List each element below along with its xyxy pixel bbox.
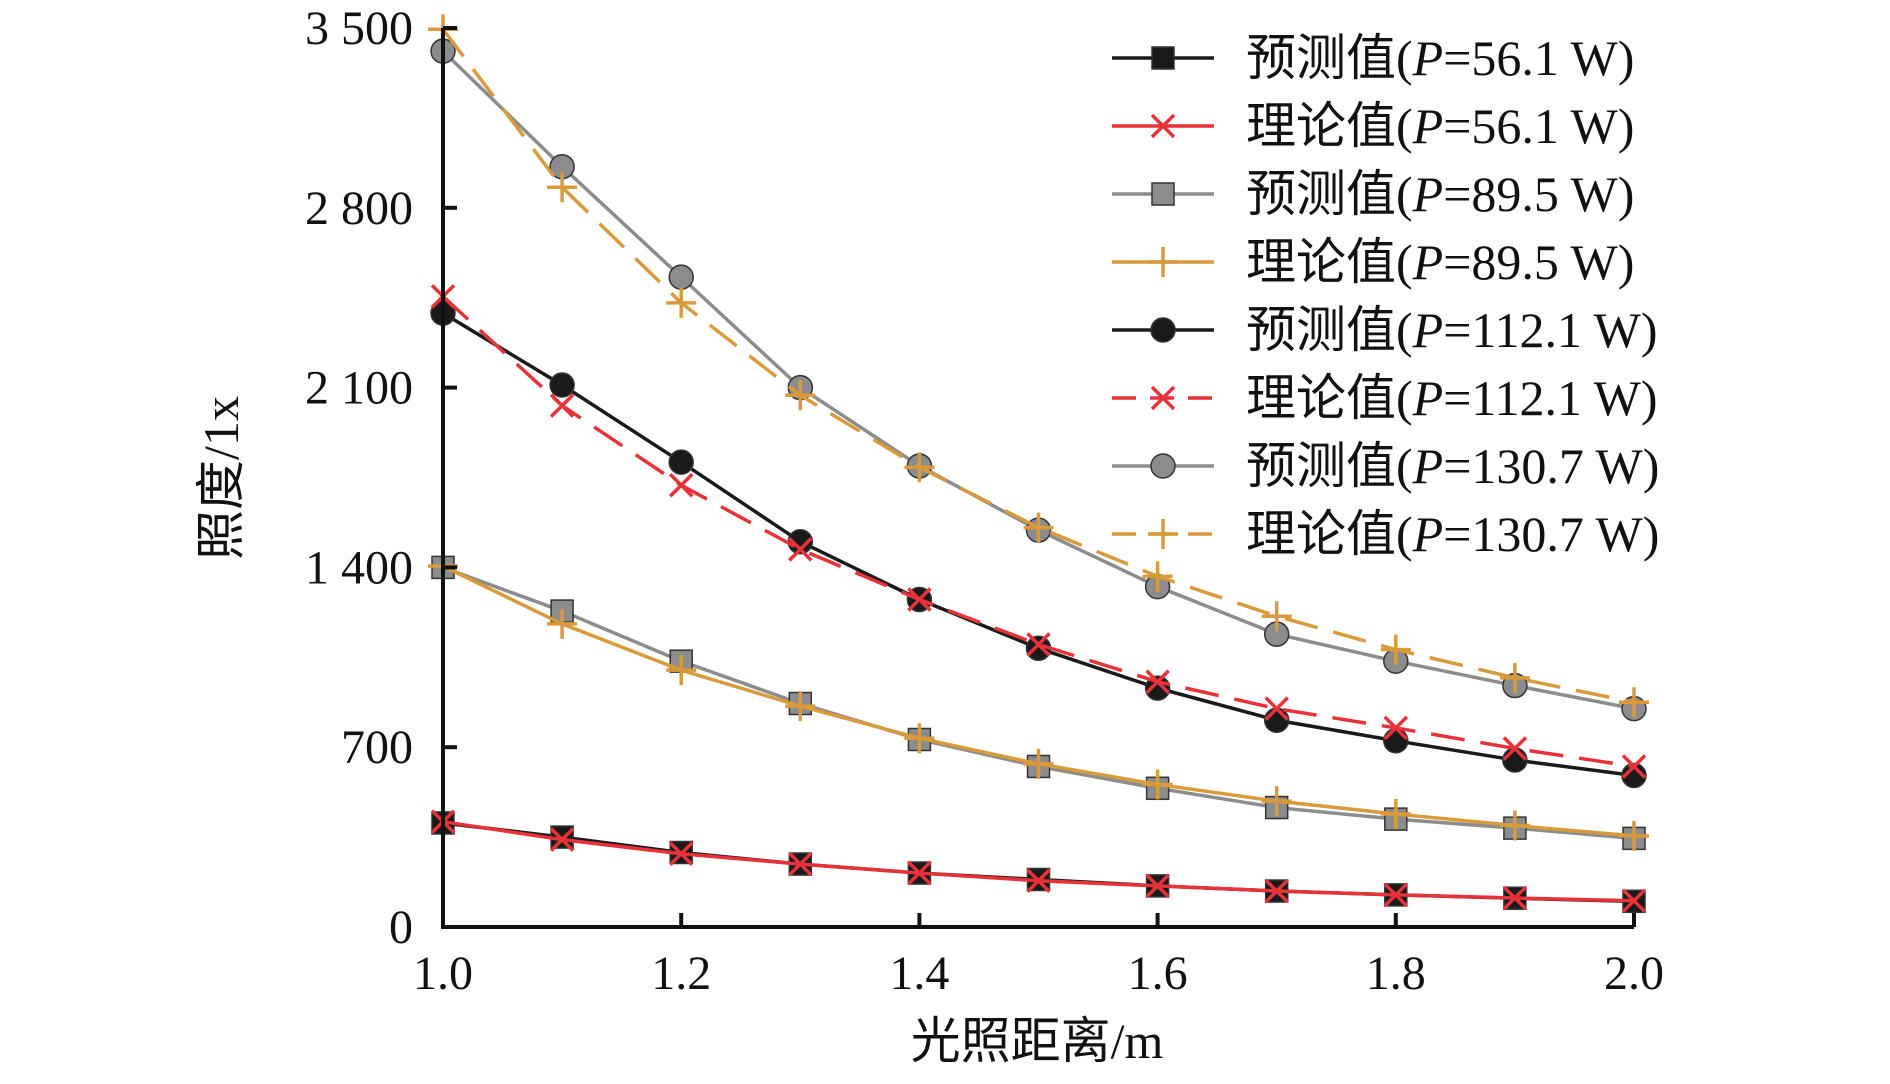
data-point bbox=[1263, 707, 1290, 733]
legend: 预测值(P=56.1 W) 理论值(P=56.1 W) 预测值(P=89.5 W) 理… bbox=[1112, 30, 1659, 562]
data-point bbox=[1619, 687, 1649, 718]
data-point bbox=[904, 452, 935, 483]
data-point bbox=[668, 472, 694, 498]
data-point bbox=[1383, 882, 1409, 908]
data-point bbox=[907, 587, 932, 612]
data-point bbox=[547, 172, 578, 203]
legend-marker bbox=[1148, 247, 1178, 277]
data-point bbox=[1502, 747, 1528, 773]
data-point bbox=[788, 537, 813, 562]
x-tick-label: 1.2 bbox=[651, 947, 711, 1000]
data-point bbox=[1026, 868, 1051, 894]
data-point bbox=[1145, 669, 1170, 694]
legend-marker bbox=[1150, 453, 1176, 479]
x-tick-label: 1.0 bbox=[413, 947, 473, 1000]
data-point bbox=[1383, 715, 1409, 741]
legend-item: 理论值(P=56.1 W) bbox=[1112, 98, 1634, 154]
x-tick-label: 1.8 bbox=[1366, 947, 1426, 1000]
legend-label: 预测值(P=56.1 W) bbox=[1246, 30, 1634, 86]
data-point bbox=[1264, 878, 1289, 904]
data-point bbox=[1023, 748, 1054, 779]
series-6 bbox=[430, 284, 1647, 779]
data-point bbox=[1502, 736, 1528, 761]
data-point bbox=[1026, 632, 1051, 657]
data-point bbox=[1145, 873, 1170, 899]
legend-marker bbox=[1151, 46, 1175, 70]
data-point bbox=[1499, 662, 1530, 693]
data-point bbox=[1142, 769, 1173, 800]
legend-label: 理论值(P=89.5 W) bbox=[1246, 234, 1634, 290]
data-point bbox=[668, 841, 694, 867]
legend-label: 预测值(P=130.7 W) bbox=[1246, 438, 1659, 494]
data-point bbox=[1142, 561, 1173, 592]
series-3 bbox=[431, 555, 1646, 851]
series-line bbox=[441, 28, 1635, 704]
legend-item: 理论值(P=112.1 W) bbox=[1112, 370, 1658, 426]
legend-item: 理论值(P=130.7 W) bbox=[1112, 506, 1659, 562]
legend-item: 预测值(P=89.5 W) bbox=[1112, 166, 1634, 222]
legend-label: 预测值(P=112.1 W) bbox=[1246, 302, 1658, 358]
legend-marker bbox=[1150, 385, 1176, 411]
series-4 bbox=[428, 551, 1649, 851]
data-point bbox=[1383, 728, 1409, 754]
y-tick-label: 1 400 bbox=[305, 541, 413, 594]
legend-item: 预测值(P=56.1 W) bbox=[1112, 30, 1634, 86]
data-point bbox=[549, 372, 575, 398]
data-point bbox=[1621, 888, 1647, 914]
data-point bbox=[666, 655, 697, 686]
series-line bbox=[441, 295, 1635, 769]
legend-label: 预测值(P=89.5 W) bbox=[1246, 166, 1634, 222]
series-layer bbox=[428, 14, 1649, 914]
data-point bbox=[1380, 798, 1411, 829]
data-point bbox=[1499, 810, 1530, 841]
y-tick-label: 0 bbox=[389, 901, 413, 954]
data-point bbox=[907, 860, 932, 886]
data-point bbox=[788, 851, 813, 877]
data-point bbox=[549, 827, 575, 852]
data-point bbox=[1023, 512, 1054, 543]
legend-label: 理论值(P=112.1 W) bbox=[1246, 370, 1658, 426]
legend-item: 预测值(P=130.7 W) bbox=[1112, 438, 1659, 494]
legend-marker bbox=[1148, 519, 1178, 549]
data-point bbox=[1264, 696, 1289, 721]
legend-marker bbox=[1150, 113, 1176, 139]
series-line bbox=[442, 565, 1635, 841]
y-tick-label: 3 500 bbox=[305, 2, 413, 55]
data-point bbox=[1621, 754, 1647, 779]
x-axis-title: 光照距离/m bbox=[911, 1013, 1164, 1069]
series-8 bbox=[428, 14, 1649, 718]
ticks-layer: 1.0 1.2 1.4 1.6 1.8 2.0 0 700 1 400 2 100 2 800 3 5… bbox=[305, 2, 1664, 1000]
data-point bbox=[668, 264, 694, 290]
data-point bbox=[549, 393, 575, 418]
legend-item: 理论值(P=89.5 W) bbox=[1112, 234, 1634, 290]
legend-label: 理论值(P=56.1 W) bbox=[1246, 98, 1634, 154]
series-line bbox=[442, 564, 1635, 838]
legend-item: 预测值(P=112.1 W) bbox=[1112, 302, 1658, 358]
data-point bbox=[1261, 601, 1292, 632]
data-point bbox=[785, 380, 816, 411]
data-point bbox=[666, 287, 697, 318]
data-point bbox=[1502, 885, 1528, 911]
data-point bbox=[785, 691, 816, 722]
data-point bbox=[1380, 634, 1411, 665]
legend-label: 理论值(P=130.7 W) bbox=[1246, 506, 1659, 562]
data-point bbox=[904, 723, 935, 754]
y-tick-label: 2 800 bbox=[305, 182, 413, 235]
x-tick-label: 2.0 bbox=[1604, 947, 1664, 1000]
data-point bbox=[547, 608, 578, 639]
data-point bbox=[668, 449, 694, 475]
data-point bbox=[1621, 762, 1647, 789]
x-tick-label: 1.6 bbox=[1128, 947, 1188, 1000]
data-point bbox=[1261, 786, 1292, 817]
legend-marker bbox=[1151, 182, 1175, 206]
series-2 bbox=[430, 809, 1647, 914]
y-tick-label: 700 bbox=[341, 721, 413, 774]
data-point bbox=[1619, 820, 1649, 851]
legend-marker bbox=[1150, 317, 1176, 343]
y-axis-title: 照度/1x bbox=[193, 396, 249, 560]
x-tick-label: 1.4 bbox=[889, 947, 949, 1000]
y-tick-label: 2 100 bbox=[305, 362, 413, 415]
